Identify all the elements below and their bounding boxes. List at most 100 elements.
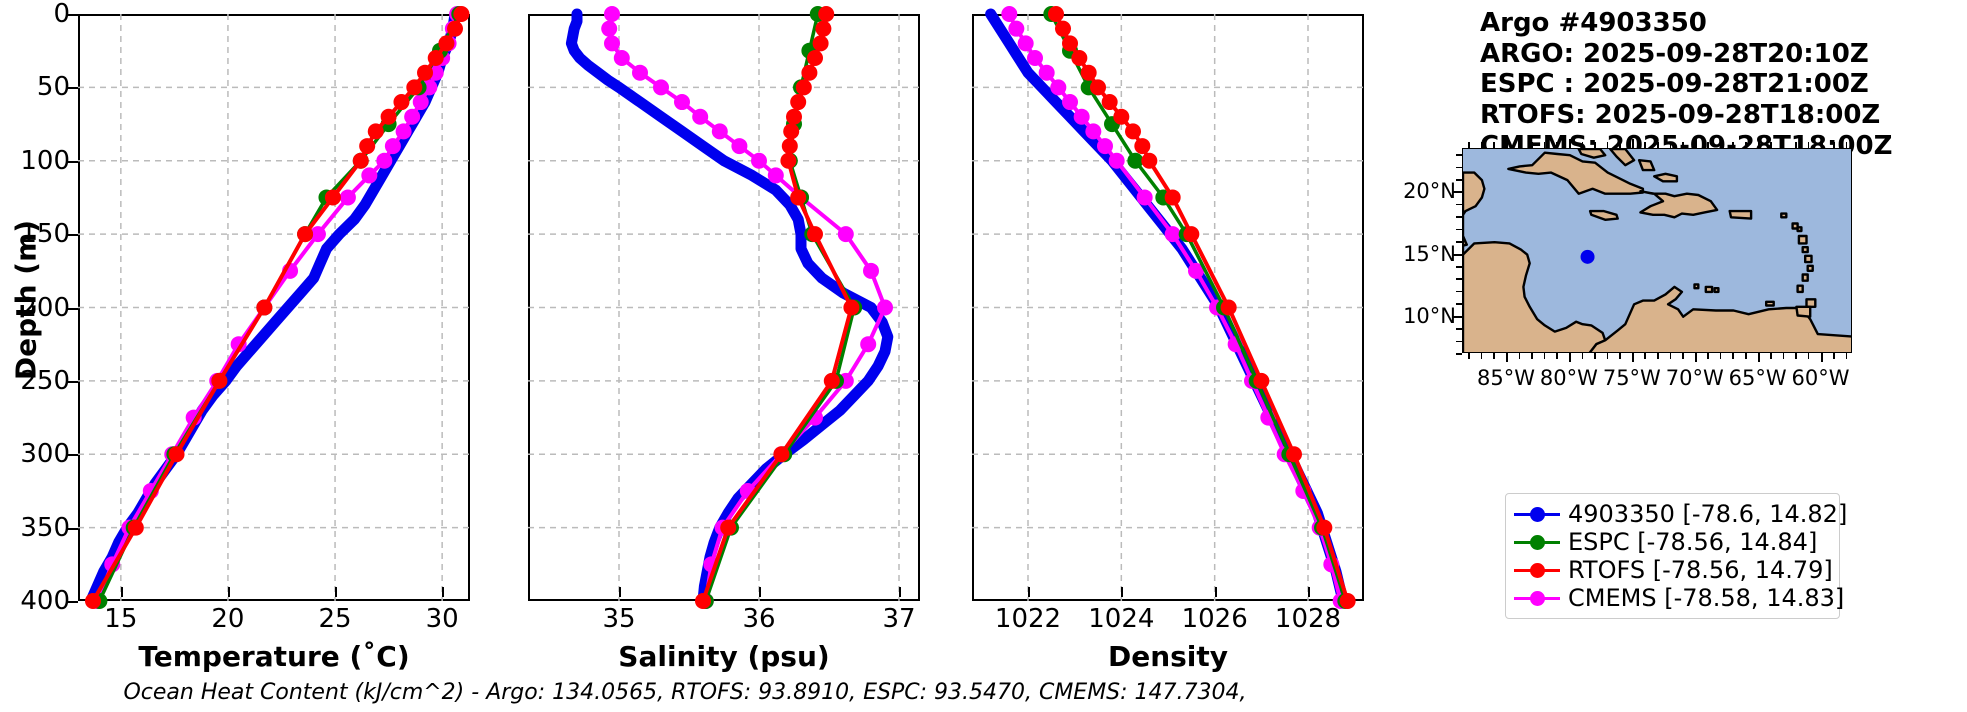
depth-tick-label: 50 (36, 72, 70, 103)
temperature-axis-title: Temperature (˚C) (138, 640, 410, 673)
map-x-minor-tick (1594, 353, 1596, 359)
map-x-tick-label: 65°W (1728, 366, 1787, 390)
map-y-minor-tick (1456, 328, 1462, 330)
map-x-minor-tick (1682, 353, 1684, 359)
map-x-minor-tick (1531, 142, 1533, 148)
legend-label: 4903350 [-78.6, 14.82] (1568, 500, 1848, 528)
map-y-minor-tick (1456, 154, 1462, 156)
map-y-minor-tick (1456, 266, 1462, 268)
map-x-tick (1631, 139, 1634, 148)
x-tick-mark (1308, 587, 1310, 597)
x-tick-label: 1024 (1088, 604, 1155, 634)
map-x-tick (1568, 353, 1571, 362)
legend-swatch (1514, 503, 1560, 525)
ocean-heat-content-caption: Ocean Heat Content (kJ/cm^2) - Argo: 134… (123, 680, 1247, 705)
depth-tick-label: 350 (20, 512, 70, 543)
map-x-tick-label: 85°W (1477, 366, 1536, 390)
x-tick-label: 30 (425, 604, 459, 634)
x-tick-mark (1214, 587, 1217, 597)
depth-tick-mark (68, 454, 78, 457)
depth-tick-mark (68, 87, 78, 90)
map-x-minor-tick (1468, 142, 1470, 148)
map-x-minor-tick (1606, 142, 1609, 148)
legend-entry-espc[interactable]: ESPC [-78.56, 14.84] (1514, 528, 1829, 556)
map-x-minor-tick (1795, 353, 1797, 359)
x-tick-mark (899, 587, 901, 597)
map-x-minor-tick (1833, 142, 1835, 148)
map-x-tick (1506, 353, 1509, 362)
map-y-tick-label: 20°N (1403, 179, 1456, 204)
density-plot-canvas (972, 6, 1364, 609)
series-rtofs (84, 6, 470, 609)
map-frame (1462, 148, 1852, 353)
map-x-tick (1820, 353, 1823, 362)
map-x-minor-tick (1619, 353, 1621, 359)
map-x-minor-tick (1782, 142, 1785, 148)
map-x-minor-tick (1657, 142, 1659, 148)
legend-marker-dot (1530, 563, 1545, 578)
map-x-minor-tick (1707, 142, 1709, 148)
map-x-minor-tick (1719, 142, 1722, 148)
map-x-minor-tick (1770, 353, 1772, 359)
map-x-tick (1631, 353, 1634, 362)
x-tick-mark (227, 587, 230, 597)
x-tick-label: 1028 (1274, 604, 1342, 634)
legend-label: ESPC [-78.56, 14.84] (1568, 528, 1818, 556)
map-x-minor-tick (1807, 353, 1810, 359)
depth-tick-label: 150 (20, 219, 70, 250)
map-x-minor-tick (1833, 353, 1835, 359)
map-x-minor-tick (1682, 142, 1684, 148)
map-x-minor-tick (1669, 353, 1672, 359)
map-x-minor-tick (1719, 353, 1722, 359)
map-x-minor-tick (1795, 142, 1797, 148)
map-x-minor-tick (1543, 142, 1546, 148)
map-x-tick (1506, 139, 1509, 148)
depth-tick-mark (68, 527, 78, 530)
x-tick-label: 36 (742, 604, 776, 634)
map-x-minor-tick (1732, 142, 1734, 148)
legend-entry-4903350[interactable]: 4903350 [-78.6, 14.82] (1514, 500, 1847, 528)
temperature-profile-panel (78, 6, 470, 609)
depth-tick-mark (68, 160, 78, 163)
legend-entry-cmems[interactable]: CMEMS [-78.58, 14.83] (1514, 584, 1844, 612)
salinity-axis-title: Salinity (psu) (618, 640, 830, 673)
legend-marker-dot (1530, 535, 1545, 550)
density-axis-title: Density (1107, 640, 1229, 673)
depth-tick-mark (68, 380, 78, 383)
x-tick-label: 37 (882, 604, 916, 634)
map-x-minor-tick (1845, 353, 1848, 359)
map-x-minor-tick (1556, 353, 1558, 359)
legend-marker-dot (1530, 591, 1545, 606)
map-x-minor-tick (1644, 353, 1646, 359)
x-tick-label: 35 (602, 604, 636, 634)
map-x-minor-tick (1480, 142, 1483, 148)
map-x-tick (1820, 139, 1823, 148)
map-x-minor-tick (1845, 142, 1848, 148)
depth-tick-mark (68, 307, 78, 310)
map-x-minor-tick (1493, 142, 1495, 148)
map-y-minor-tick (1456, 340, 1462, 343)
map-x-minor-tick (1745, 142, 1747, 148)
map-x-minor-tick (1518, 353, 1521, 359)
density-plot-frame (972, 14, 1364, 601)
legend-swatch (1514, 559, 1560, 581)
depth-tick-label: 100 (20, 145, 70, 176)
legend-entry-rtofs[interactable]: RTOFS [-78.56, 14.79] (1514, 556, 1833, 584)
x-tick-label: 1022 (994, 604, 1062, 634)
x-tick-mark (1121, 587, 1124, 597)
x-tick-label: 1026 (1181, 604, 1248, 634)
map-x-tick-label: 80°W (1539, 366, 1598, 390)
map-x-minor-tick (1518, 142, 1521, 148)
map-x-minor-tick (1531, 353, 1533, 359)
map-x-tick (1568, 139, 1571, 148)
map-x-tick (1757, 139, 1760, 148)
map-x-tick-label: 60°W (1791, 366, 1850, 390)
map-x-minor-tick (1619, 142, 1621, 148)
depth-tick-label: 0 (53, 0, 70, 29)
map-x-minor-tick (1669, 142, 1672, 148)
x-tick-mark (619, 587, 621, 597)
map-y-minor-tick (1456, 290, 1462, 293)
depth-axis-title: Depth (m) (9, 219, 43, 381)
map-canvas (1463, 149, 1851, 352)
